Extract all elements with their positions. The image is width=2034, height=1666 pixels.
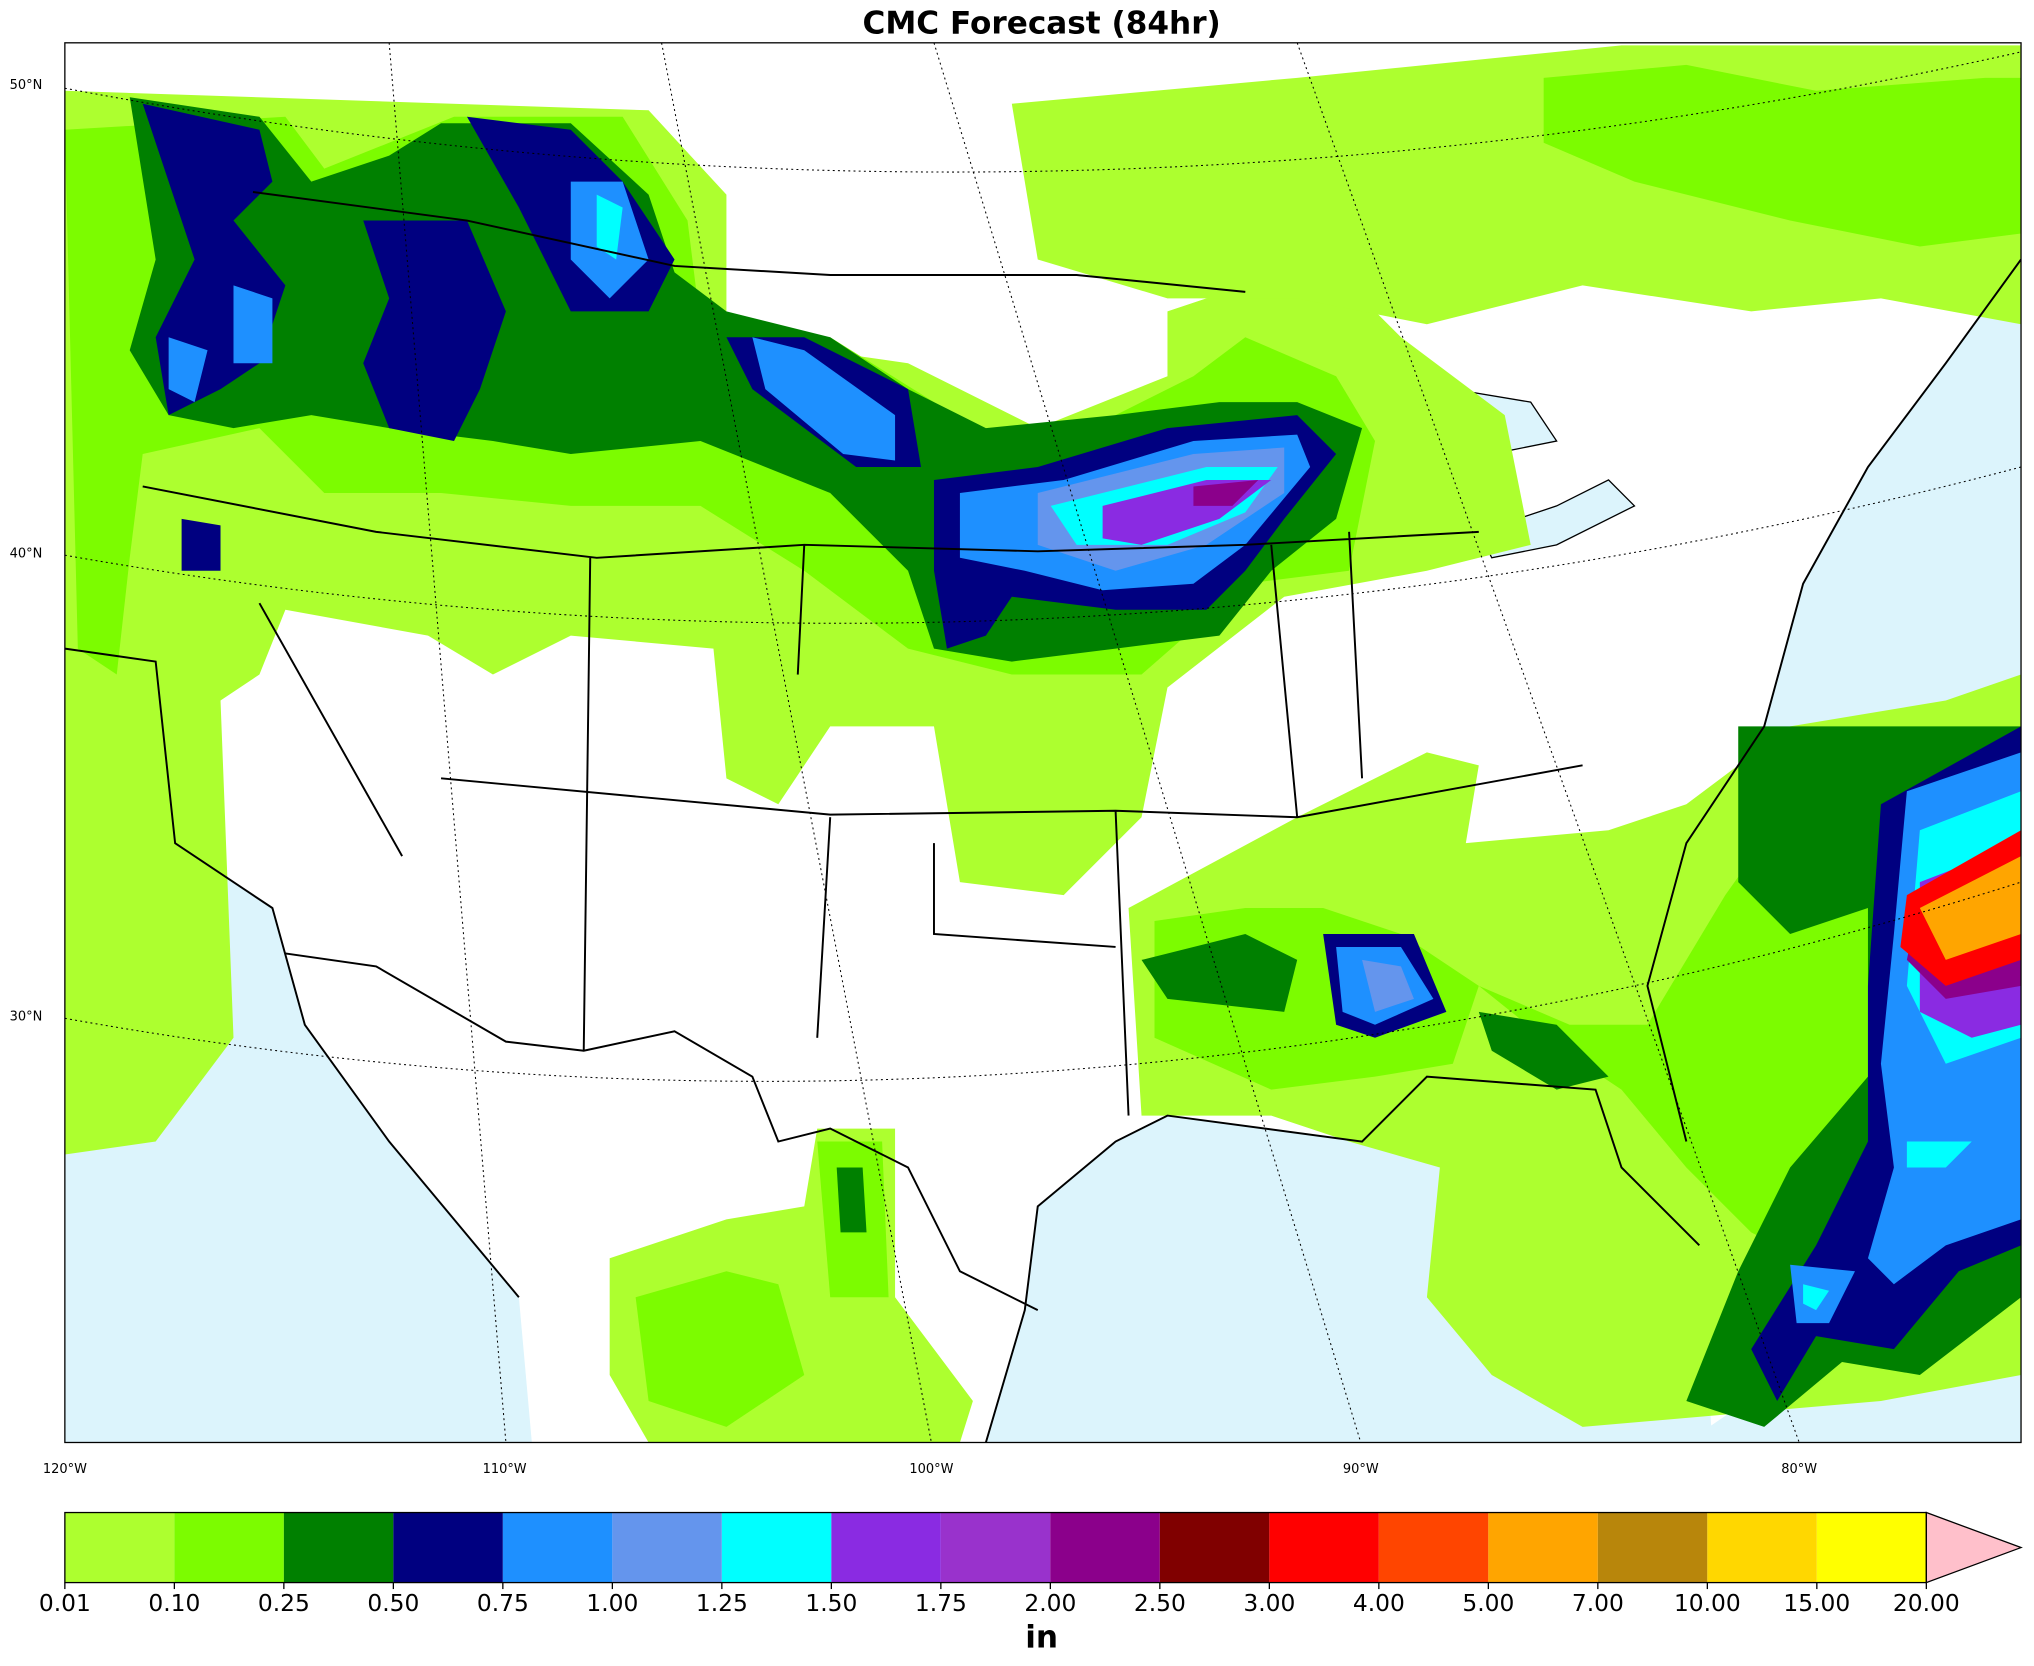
longitude-label: 120°W: [43, 1462, 87, 1477]
colorbar-tick-label: 0.10: [148, 1589, 200, 1617]
colorbar-tick-label: 0.50: [367, 1589, 419, 1617]
colorbar-segment: [1816, 1512, 1927, 1583]
colorbar-tick-label: 5.00: [1462, 1589, 1514, 1617]
colorbar-tick-label: 2.00: [1024, 1589, 1076, 1617]
latitude-label: 30°N: [10, 1010, 43, 1025]
colorbar-tick-label: 0.25: [258, 1589, 310, 1617]
longitude-label: 80°W: [1781, 1462, 1817, 1477]
colorbar-label: in: [1025, 1619, 1058, 1655]
colorbar-segment: [1488, 1512, 1598, 1583]
colorbar-tick-label: 20.00: [1893, 1589, 1960, 1617]
colorbar-tick-label: 0.01: [39, 1589, 91, 1617]
longitude-label: 110°W: [483, 1462, 527, 1477]
colorbar-tick-label: 3.00: [1243, 1589, 1295, 1617]
colorbar-segment: [1597, 1512, 1708, 1583]
colorbar-tick-label: 7.00: [1572, 1589, 1624, 1617]
colorbar-tick-label: 1.00: [586, 1589, 638, 1617]
latitude-label: 50°N: [10, 78, 43, 93]
colorbar-segment: [1269, 1512, 1379, 1583]
colorbar-segment: [721, 1512, 832, 1583]
longitude-label: 90°W: [1343, 1462, 1379, 1477]
colorbar-segment: [1050, 1512, 1160, 1583]
title: CMC Forecast (84hr): [862, 6, 1220, 42]
colorbar-segment: [940, 1512, 1051, 1583]
colorbar-tick-label: 0.75: [477, 1589, 529, 1617]
colorbar-tick-label: 1.25: [696, 1589, 748, 1617]
colorbar-segment: [831, 1512, 941, 1583]
colorbar-segment: [1159, 1512, 1270, 1583]
colorbar-tick-label: 10.00: [1674, 1589, 1741, 1617]
colorbar-segment: [174, 1512, 284, 1583]
map: [64, 42, 2022, 1443]
colorbar-segment: [1707, 1512, 1817, 1583]
colorbar-tick-label: 15.00: [1783, 1589, 1850, 1617]
colorbar-frame: [64, 1511, 1927, 1584]
borders: [64, 191, 2022, 1443]
map-frame: [64, 42, 2022, 1444]
colorbar-segment: [64, 1512, 175, 1583]
colorbar-segment: [283, 1512, 394, 1583]
latitude-label: 40°N: [10, 546, 43, 561]
longitude-label: 100°W: [909, 1462, 953, 1477]
ocean: [64, 648, 532, 1443]
colorbar-segment: [502, 1512, 613, 1583]
colorbar-segment: [1378, 1512, 1489, 1583]
colorbar-tick-label: 1.75: [915, 1589, 967, 1617]
colorbar-extension: [1925, 1511, 2023, 1584]
colorbar-tick-label: 2.50: [1134, 1589, 1186, 1617]
graticule: [64, 42, 2022, 1443]
colorbar-segment: [612, 1512, 722, 1583]
colorbar-tick-label: 1.50: [805, 1589, 857, 1617]
colorbar-segment: [393, 1512, 503, 1583]
colorbar-tick-label: 4.00: [1353, 1589, 1405, 1617]
